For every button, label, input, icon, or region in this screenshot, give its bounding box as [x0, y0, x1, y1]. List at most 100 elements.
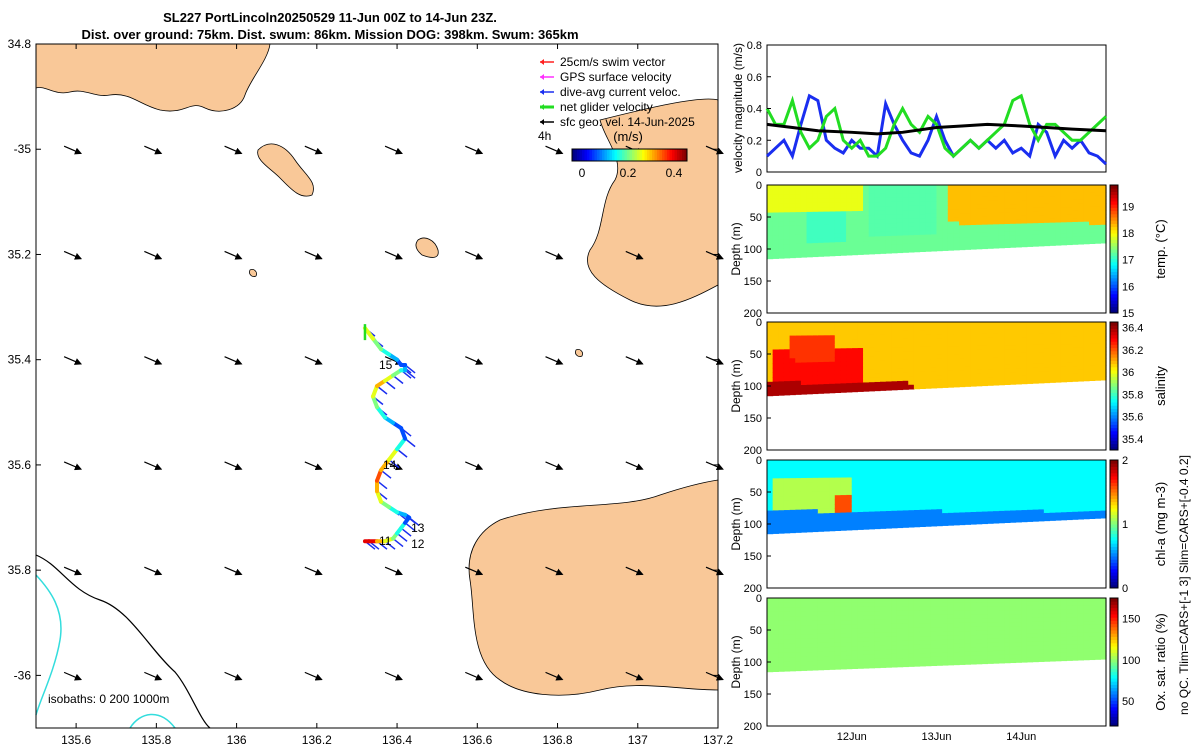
section-data-cell — [930, 363, 938, 368]
section-data-cell — [1032, 367, 1039, 373]
section-data-cell — [1055, 648, 1062, 654]
section-data-cell — [1072, 644, 1079, 650]
section-data-cell — [942, 201, 949, 207]
section-data-cell — [806, 620, 813, 626]
section-data-cell — [834, 348, 842, 354]
section-data-cell — [1009, 630, 1017, 635]
section-data-cell — [823, 491, 830, 497]
section-data-cell — [959, 370, 966, 376]
section-data-cell — [1060, 233, 1068, 238]
section-data-cell — [947, 660, 955, 666]
section-data-cell — [902, 372, 909, 378]
section-data-cell — [857, 602, 864, 608]
section-data-cell — [840, 185, 847, 190]
section-data-cell — [1032, 371, 1039, 377]
section-data-cell — [953, 374, 960, 380]
section-data-cell — [1021, 235, 1028, 240]
section-data-cell — [800, 234, 808, 240]
section-data-cell — [1077, 236, 1084, 241]
section-data-cell — [863, 611, 870, 617]
section-data-cell — [857, 387, 864, 392]
section-data-cell — [902, 326, 909, 331]
section-data-cell — [919, 460, 926, 465]
legend-label: dive-avg current veloc. — [560, 85, 681, 99]
section-data-cell — [1094, 203, 1101, 208]
section-data-cell — [902, 355, 909, 361]
section-data-cell — [942, 602, 949, 607]
section-colorbar-frame — [1109, 459, 1119, 589]
section-data-cell — [812, 491, 819, 497]
section-data-cell — [902, 189, 909, 194]
section-data-cell — [834, 598, 842, 604]
section-data-cell — [1021, 614, 1028, 619]
section-data-cell — [953, 221, 960, 227]
section-data-cell — [953, 520, 960, 526]
section-colorbar-cell — [1110, 347, 1118, 352]
section-data-cell — [919, 351, 926, 356]
section-data-cell — [902, 615, 909, 620]
section-data-cell — [829, 361, 836, 367]
section-data-cell — [987, 365, 994, 370]
section-data-cell — [964, 225, 971, 230]
section-data-cell — [1043, 222, 1051, 228]
section-data-cell — [767, 510, 774, 516]
section-data-cell — [1043, 471, 1051, 476]
colorbar-cell — [589, 149, 593, 161]
section-data-cell — [857, 637, 864, 643]
section-data-cell — [829, 517, 836, 523]
section-data-cell — [993, 200, 1000, 206]
section-data-cell — [1060, 640, 1068, 646]
section-data-cell — [919, 338, 926, 344]
section-data-cell — [812, 189, 819, 195]
section-data-cell — [976, 236, 983, 242]
section-data-cell — [789, 496, 796, 502]
section-data-cell — [806, 629, 813, 635]
section-data-cell — [1060, 366, 1068, 372]
section-data-cell — [896, 359, 904, 365]
section-data-cell — [908, 657, 915, 663]
section-data-cell — [840, 335, 847, 341]
section-data-cell — [1032, 325, 1039, 331]
section-data-cell — [778, 616, 785, 622]
section-data-cell — [834, 477, 842, 483]
section-data-cell — [1015, 352, 1022, 358]
section-data-cell — [863, 637, 870, 643]
section-data-cell — [795, 340, 802, 346]
section-data-cell — [1004, 208, 1011, 213]
section-data-cell — [1066, 218, 1073, 223]
section-data-cell — [846, 481, 853, 487]
section-data-cell — [783, 514, 791, 520]
section-data-cell — [902, 472, 909, 478]
section-data-cell — [936, 606, 943, 612]
section-data-cell — [806, 611, 813, 617]
section-data-cell — [942, 472, 949, 477]
section-data-cell — [942, 648, 949, 654]
section-data-cell — [1060, 211, 1068, 216]
section-data-cell — [1038, 375, 1045, 380]
section-data-cell — [970, 647, 977, 653]
section-data-cell — [998, 654, 1005, 660]
section-data-cell — [823, 229, 830, 235]
section-data-cell — [885, 610, 892, 616]
section-data-cell — [1060, 489, 1068, 495]
section-data-cell — [767, 198, 774, 204]
section-data-cell — [817, 638, 825, 644]
section-data-cell — [896, 598, 904, 603]
section-colorbar-cell — [1110, 517, 1118, 522]
section-data-cell — [947, 480, 955, 485]
section-data-cell — [964, 635, 971, 640]
section-data-cell — [829, 185, 836, 191]
section-data-cell — [880, 472, 887, 478]
section-data-cell — [1077, 210, 1084, 216]
section-data-cell — [1038, 333, 1045, 338]
section-colorbar-tick-label: 100 — [1122, 655, 1140, 667]
section-data-cell — [1072, 636, 1079, 642]
section-colorbar-frame — [1109, 321, 1119, 451]
section-data-cell — [1094, 492, 1101, 497]
section-data-cell — [868, 347, 875, 353]
section-data-cell — [772, 244, 779, 250]
section-data-cell — [1100, 217, 1107, 222]
section-data-cell — [1004, 495, 1011, 500]
section-colorbar-cell — [1110, 325, 1118, 329]
